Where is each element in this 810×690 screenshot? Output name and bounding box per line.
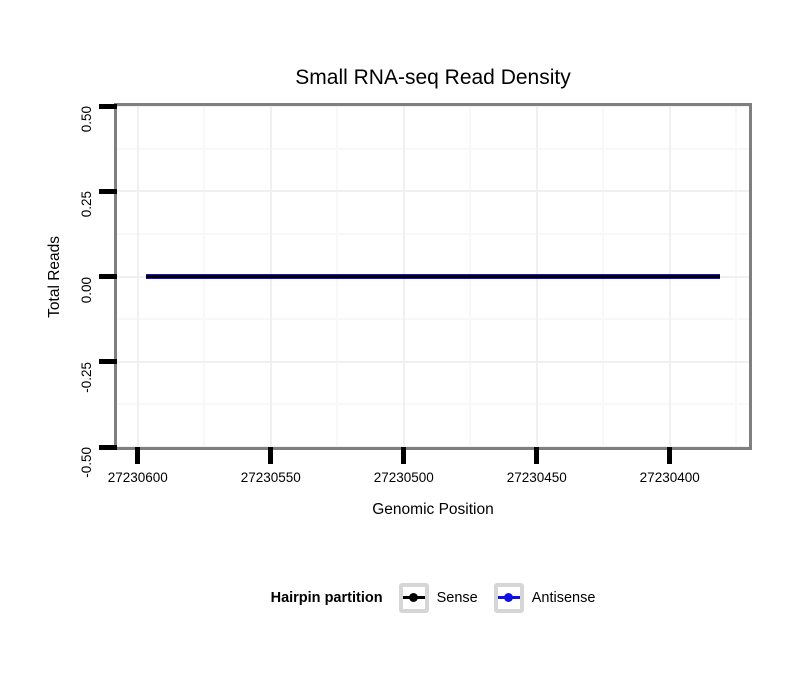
legend-label-antisense: Antisense [531, 589, 596, 606]
x-tick-mark [401, 447, 407, 464]
sense-point-glyph [409, 593, 419, 602]
y-axis-title-text: Total Reads [46, 235, 63, 318]
x-tick-label: 27230500 [373, 470, 434, 485]
chart-title: Small RNA-seq Read Density [295, 66, 571, 89]
y-tick-mark [99, 444, 117, 450]
legend-key-sense [398, 582, 429, 613]
series-line-sense [145, 275, 721, 278]
y-tick-label: 0.00 [79, 276, 94, 303]
y-tick-mark [99, 103, 117, 109]
x-tick-label: 27230550 [240, 470, 301, 485]
x-tick-label: 27230400 [639, 470, 700, 485]
y-gridline-major [117, 190, 749, 193]
x-tick-mark [135, 447, 141, 464]
legend-key-antisense [493, 582, 524, 613]
legend-item-sense: Sense [398, 582, 478, 613]
legend-label-sense: Sense [436, 589, 478, 606]
y-tick-label: -0.25 [79, 361, 94, 393]
y-tick-label: 0.50 [79, 106, 94, 133]
y-gridline-major [117, 360, 749, 363]
y-gridline-minor [117, 318, 749, 321]
y-tick-mark [99, 188, 117, 194]
x-tick-mark [268, 447, 274, 464]
legend-title: Hairpin partition [270, 589, 383, 606]
x-tick-label: 27230600 [107, 470, 168, 485]
y-gridline-minor [117, 147, 749, 150]
y-tick-label: 0.25 [79, 191, 94, 218]
y-gridline-major [117, 105, 749, 107]
legend-item-antisense: Antisense [493, 582, 596, 613]
legend: Hairpin partition Sense Antisense [117, 582, 749, 613]
antisense-point-glyph [504, 593, 514, 602]
x-axis-title: Genomic Position [372, 501, 494, 518]
y-gridline-major [117, 446, 749, 448]
plot-panel [117, 105, 749, 448]
y-tick-mark [99, 359, 117, 365]
y-tick-label: -0.50 [79, 447, 94, 478]
x-tick-label: 27230450 [506, 470, 567, 485]
y-tick-mark [99, 274, 117, 279]
y-axis-title: Total Reads [44, 106, 66, 447]
x-tick-mark [534, 447, 540, 464]
y-gridline-minor [117, 403, 749, 406]
x-tick-mark [667, 447, 673, 464]
y-gridline-minor [117, 232, 749, 235]
